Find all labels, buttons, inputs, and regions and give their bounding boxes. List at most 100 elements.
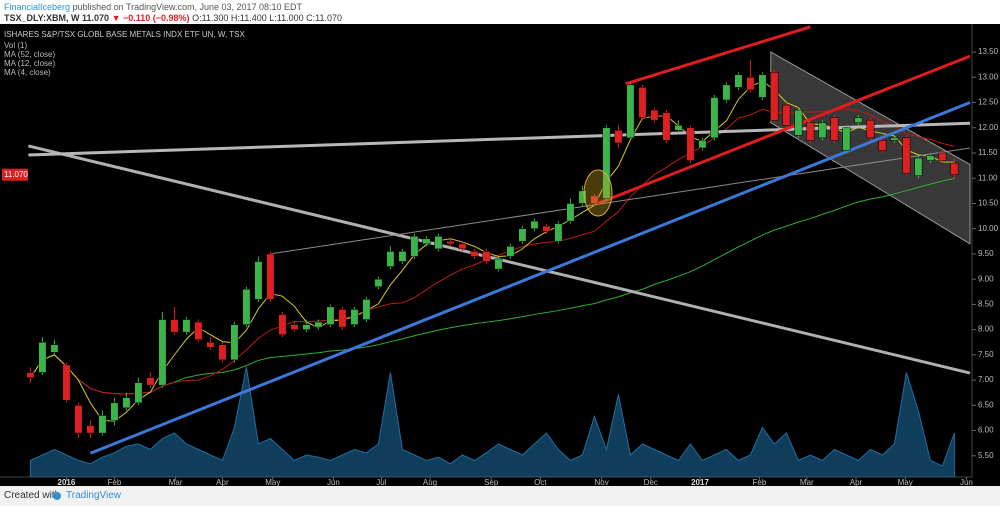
candle-body: [494, 258, 503, 270]
candle-body: [602, 127, 611, 199]
candle-body: [590, 195, 599, 204]
trendline: [625, 25, 811, 86]
y-tick-label: 13.50: [978, 47, 999, 56]
candle-body: [326, 306, 335, 325]
x-tick-label: 2016: [58, 478, 76, 486]
price-tag-label: 11.070: [4, 170, 28, 179]
candle-body: [158, 319, 167, 386]
candle-body: [50, 344, 59, 353]
candle-body: [614, 130, 623, 144]
x-tick-label: Feb: [753, 478, 767, 486]
candle-body: [878, 140, 887, 151]
publish-line: FinancialIceberg published on TradingVie…: [4, 2, 302, 12]
candle-body: [218, 344, 227, 361]
moving-average: [29, 178, 955, 395]
legend-entry: MA (12, close): [4, 59, 55, 68]
change: ▼ −0.110 (−0.98%): [111, 13, 190, 23]
x-tick-label: Jul: [376, 478, 386, 486]
x-tick-label: Apr: [216, 478, 229, 486]
legend-entry: MA (4, close): [4, 68, 51, 77]
y-tick-label: 7.00: [978, 375, 994, 384]
x-tick-label: Jun: [327, 478, 340, 486]
footer: Created with TradingView: [0, 486, 1000, 506]
y-tick-label: 8.50: [978, 300, 994, 309]
candle-body: [794, 109, 803, 136]
y-tick-label: 11.00: [978, 173, 998, 182]
candle-body: [458, 243, 467, 250]
trendline: [270, 147, 971, 255]
candle-body: [482, 251, 491, 262]
logo: [53, 492, 61, 500]
candle-body: [146, 377, 155, 386]
candle-body: [86, 425, 95, 434]
plot-area: [26, 25, 971, 477]
x-tick-label: Nov: [594, 478, 608, 486]
price-tag: [2, 168, 28, 181]
candle-body: [230, 324, 239, 361]
y-tick-label: 10.50: [978, 199, 999, 208]
candle-body: [266, 253, 275, 300]
candle-body: [734, 74, 743, 88]
legend-entry: Vol (1): [4, 41, 27, 50]
y-tick-label: 11.50: [978, 148, 998, 157]
candle-body: [938, 152, 947, 161]
x-tick-label: May: [265, 478, 280, 486]
volume-area: [29, 366, 955, 477]
highlight-ellipse: [583, 169, 613, 217]
candle-body: [350, 309, 359, 325]
y-tick-label: 12.00: [978, 123, 999, 132]
candle-body: [170, 319, 179, 333]
price: 11.070: [82, 13, 110, 23]
candle-body: [74, 405, 83, 434]
created-with: Created with: [4, 490, 61, 501]
candle-body: [38, 341, 47, 373]
y-tick-label: 5.50: [978, 451, 994, 460]
candle-body: [902, 137, 911, 174]
candle-body: [854, 117, 863, 123]
candle-body: [626, 84, 635, 139]
candle-body: [842, 127, 851, 151]
candle-body: [758, 74, 767, 98]
candle-body: [374, 278, 383, 287]
y-tick-label: 13.00: [978, 72, 999, 81]
candle-body: [506, 246, 515, 257]
x-tick-label: Aug: [423, 478, 437, 486]
candle-body: [662, 112, 671, 141]
candle-body: [314, 321, 323, 328]
candle-body: [278, 314, 287, 335]
y-tick-label: 9.00: [978, 274, 994, 283]
x-tick-label: Jun: [960, 478, 973, 486]
brand[interactable]: TradingView: [66, 490, 122, 501]
candle-body: [806, 122, 815, 141]
candle-body: [122, 397, 131, 409]
x-tick-label: Dec: [644, 478, 658, 486]
candle-body: [290, 324, 299, 330]
candle-body: [830, 117, 839, 141]
candle-body: [470, 251, 479, 257]
candle-body: [98, 415, 107, 434]
y-tick-label: 12.50: [978, 98, 999, 107]
candle-body: [398, 251, 407, 262]
candle-body: [62, 364, 71, 401]
x-tick-label: Mar: [800, 478, 814, 486]
candle-body: [914, 157, 923, 176]
candle-body: [410, 236, 419, 257]
x-tick-label: Oct: [534, 478, 547, 486]
candle-body: [866, 119, 875, 139]
candle-body: [530, 220, 539, 229]
candle-body: [182, 319, 191, 333]
x-tick-label: Mar: [169, 478, 183, 486]
ohlc: O:11.300 H:11.400 L:11.000 C:11.070: [192, 13, 343, 23]
y-tick-label: 8.00: [978, 325, 994, 334]
y-tick-label: 6.00: [978, 426, 994, 435]
candle-body: [674, 124, 683, 131]
candle-body: [710, 97, 719, 139]
published: published on TradingView.com, June 03, 2…: [72, 2, 303, 12]
candle-body: [194, 321, 203, 340]
candle-body: [434, 236, 443, 250]
legend-entry: MA (52, close): [4, 50, 55, 59]
author[interactable]: FinancialIceberg: [4, 2, 71, 12]
y-tick-label: 6.50: [978, 400, 994, 409]
candle-body: [746, 77, 755, 91]
candle-body: [650, 109, 659, 121]
